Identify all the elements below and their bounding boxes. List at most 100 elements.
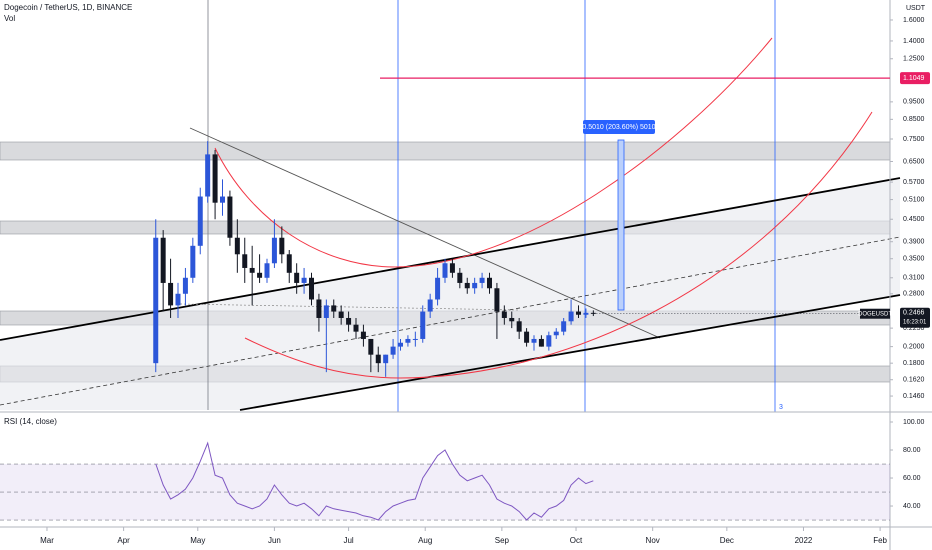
x-tick-label: Jun [268,536,281,545]
candle-body [279,237,285,255]
candle-body [405,338,411,343]
candle-body [509,317,515,322]
x-tick-label: Apr [117,536,130,545]
candle-body [182,277,188,294]
candle-body [294,272,300,283]
y-tick-label: 0.3100 [903,275,925,282]
currency: USDT [906,5,926,12]
candle-body [234,237,240,255]
candle-body [546,335,552,347]
candle-body [242,254,248,268]
dotted-line [179,303,521,311]
candle-body [153,237,159,364]
candle-body [457,272,463,283]
y-tick-label: 0.5100 [903,196,925,203]
candle-body [561,321,567,332]
candle-body [197,196,203,246]
x-tick-label: Aug [418,536,432,545]
candle-body [398,342,403,347]
y-tick-label: 1.6000 [903,17,925,24]
trend-line [189,127,661,339]
rsi-line [155,441,594,521]
candle-body [271,237,277,264]
price-tag-label: 1.1049 [903,75,925,82]
candle-body [427,299,433,312]
last-price-tag [900,307,930,328]
arc [214,37,773,268]
candle-body [212,154,218,203]
y-tick-label: 0.5700 [903,179,925,186]
y-tick-label: 0.1620 [903,377,925,384]
channel-lower [239,294,901,411]
x-tick-label: 2022 [795,536,813,545]
y-tick-label: 0.2800 [903,291,925,298]
candle-body [375,354,381,364]
candle-body [494,288,500,312]
y-tick-label: 80.00 [903,447,921,454]
candle-body [249,267,255,273]
candle-body [435,277,441,300]
y-tick-label: 0.2250 [903,325,925,332]
candle-body [568,311,574,322]
y-tick-label: 0.7500 [903,136,925,143]
candle-body [583,312,589,315]
candle-body [479,277,485,283]
y-tick-label: 0.9500 [903,99,925,106]
candle-body [442,263,448,278]
candle-body [227,196,233,238]
candle-body [205,154,211,197]
y-tick-label: 0.3900 [903,239,925,246]
x-tick-label: Mar [40,536,54,545]
candle-body [420,311,426,339]
candle-body [286,254,292,273]
x-tick-label: Dec [720,536,734,545]
candle-body [257,272,263,278]
candle-body [538,338,544,347]
measure-box [617,139,625,311]
candle-body [301,277,307,283]
candle-body [309,277,314,300]
channel-upper [0,177,901,341]
y-tick-label: 0.1460 [903,393,925,400]
candle-body [383,354,389,364]
candle-body [412,338,418,340]
candle-body [487,277,492,289]
countdown: 16:23:01 [903,319,927,325]
x-tick-label: Nov [646,536,660,545]
x-tick-label: Jul [343,536,353,545]
candle-body [346,317,352,325]
y-tick-label: 0.1800 [903,360,925,367]
y-tick-label: 40.00 [903,503,921,510]
candle-body [175,293,181,306]
candle-body [323,305,329,318]
y-tick-label: 60.00 [903,475,921,482]
symbol-tag [860,308,890,319]
measure-label: 0.5010 (203.60%) 5010 [582,124,655,131]
x-tick-label: Feb [873,536,887,545]
candle-body [524,331,530,343]
candle-body [390,346,396,355]
candle-body [220,196,225,203]
channel-fill [0,178,900,410]
symbol-label: DOGEUSDT [858,311,892,317]
line-note: 3 [779,404,783,411]
candle-body [449,263,455,273]
candle-body [472,282,478,289]
channel-mid [0,236,901,406]
y-tick-label: 0.2000 [903,343,925,350]
chart-title: Dogecoin / TetherUS, 1D, BINANCE [4,3,132,12]
candle-body [464,282,470,289]
candle-body [190,245,196,278]
candle-body [316,299,322,318]
y-tick-label: 0.8500 [903,116,925,123]
y-tick-label: 0.3500 [903,256,925,263]
y-tick-label: 0.6500 [903,158,925,165]
candle-body [368,338,374,355]
y-tick-label: 1.4000 [903,38,925,45]
y-tick-label: 1.2500 [903,56,925,63]
measure-label-box [583,120,655,134]
rsi-title: RSI (14, close) [4,417,57,426]
candle-body [338,311,344,318]
candle-body [331,305,337,312]
